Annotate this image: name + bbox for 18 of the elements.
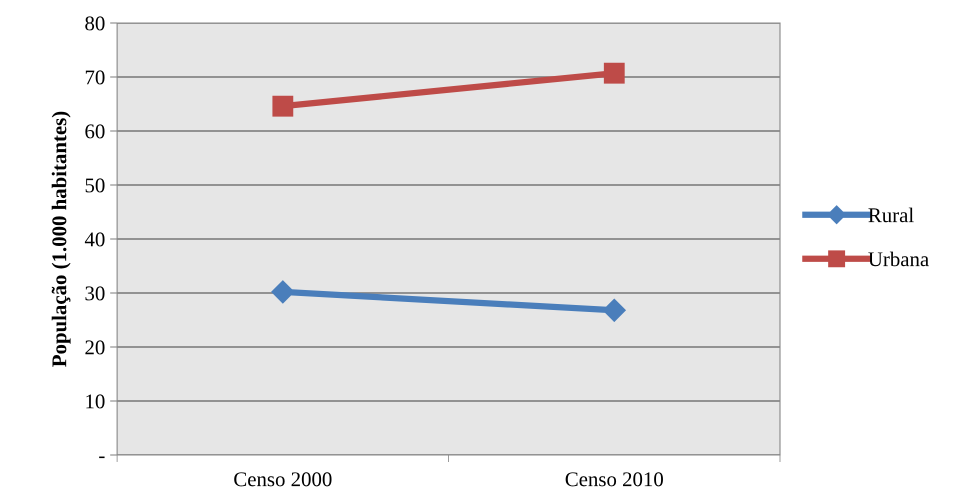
point	[272, 96, 294, 117]
y-axis-title: População (1.000 habitantes)	[52, 112, 71, 367]
y-tick-label: -	[99, 456, 105, 458]
y-tick-label: 40	[84, 232, 105, 246]
x-tick-label: Censo 2010	[566, 472, 663, 486]
point	[604, 62, 625, 84]
y-tick-label: 80	[85, 16, 105, 30]
x-tick-label: Censo 2000	[234, 472, 332, 486]
point	[602, 298, 626, 322]
y-tick-label: 70	[86, 70, 105, 84]
y-tick-label: 60	[85, 124, 105, 138]
y-tick-label: 50	[86, 178, 105, 192]
y-tick-label: 20	[85, 340, 105, 354]
y-tick-label: 10	[86, 394, 105, 408]
legend-label: Urbana	[868, 252, 929, 266]
y-tick-label: 30	[85, 286, 105, 300]
point	[271, 280, 294, 304]
legend-label: Rural	[868, 208, 914, 222]
